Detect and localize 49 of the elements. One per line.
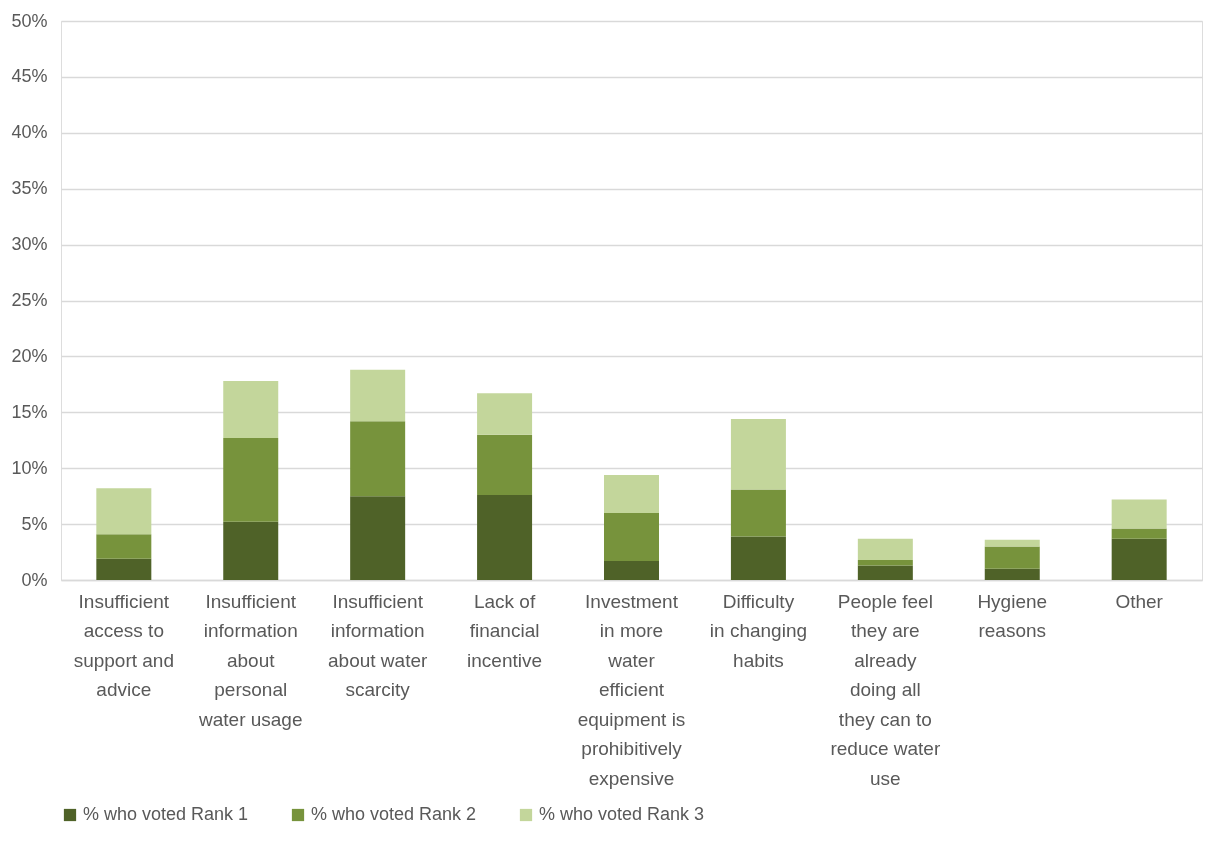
y-tick-label: 40% [11, 122, 48, 143]
bar [477, 393, 533, 435]
y-tick-label: 10% [11, 457, 48, 478]
y-tick-label: 15% [11, 401, 48, 422]
x-tick-label: Investment in more water efficient equipment is prohibitively expensive [577, 590, 686, 789]
bar [857, 559, 913, 566]
bar [350, 369, 406, 422]
y-tick-label: 30% [11, 234, 48, 255]
bar [1111, 499, 1167, 529]
bar [223, 381, 279, 439]
x-tick-label: Insufficient access to support and advice [73, 590, 174, 700]
bar [96, 488, 152, 535]
bar [604, 560, 659, 580]
legend-label: % who voted Rank 3 [539, 804, 705, 824]
bar [604, 474, 659, 513]
bar [730, 536, 786, 580]
y-tick-label: 50% [11, 10, 48, 31]
y-tick-label: 0% [21, 569, 48, 590]
bar [1111, 528, 1167, 539]
x-tick-label: People feel they are already doing all they can to reduce water use [830, 590, 941, 789]
bar [604, 512, 659, 561]
y-tick-label: 45% [11, 66, 48, 87]
legend-label: % who voted Rank 1 [83, 804, 249, 824]
bar [730, 489, 786, 537]
legend-label: % who voted Rank 2 [311, 804, 477, 824]
y-tick-label: 25% [11, 290, 48, 310]
x-tick-label: Hygiene reasons [977, 590, 1048, 641]
y-tick-label: 20% [11, 345, 48, 366]
bar [477, 495, 533, 580]
bar [223, 521, 279, 580]
bar [1111, 538, 1167, 580]
bar [350, 421, 406, 497]
bar [857, 538, 913, 560]
x-tick-label: Lack of financial incentive [467, 590, 543, 671]
y-tick-label: 35% [11, 178, 48, 199]
x-tick-label: Other [1115, 590, 1164, 612]
x-tick-label: Insufficient information about water scarcity [328, 590, 428, 700]
bar [96, 558, 152, 580]
bar [350, 496, 406, 580]
bar [223, 438, 279, 522]
bar [96, 534, 152, 559]
bar [984, 546, 1040, 569]
x-tick-label: Difficulty in changing habits [709, 590, 808, 671]
bar [730, 419, 786, 490]
bar [477, 434, 533, 496]
y-tick-label: 5% [21, 513, 48, 534]
bar [857, 565, 913, 580]
x-tick-label: Insufficient information about personal water usage [197, 590, 303, 730]
bar [984, 568, 1040, 580]
